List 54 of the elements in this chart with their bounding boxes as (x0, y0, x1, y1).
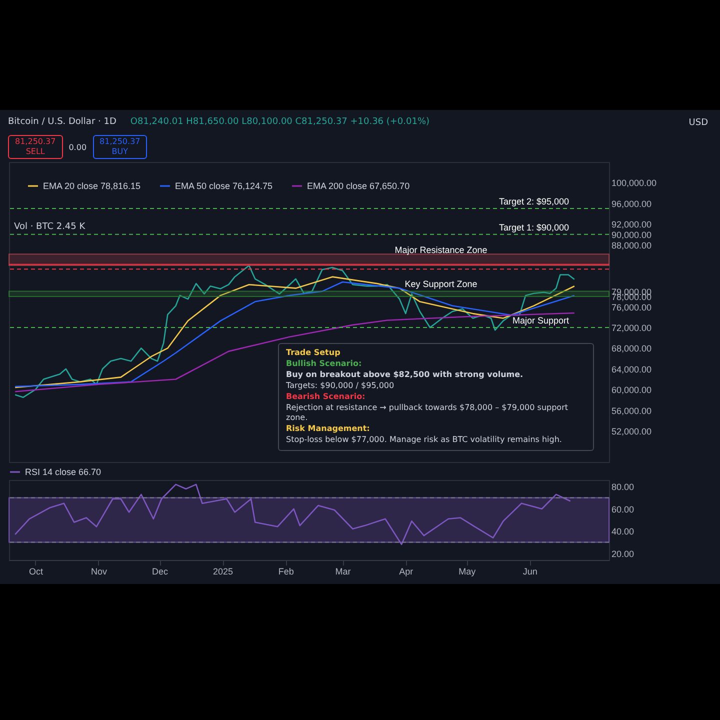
y-tick-label: 68,000.00 (612, 344, 652, 354)
x-tick-label: Nov (90, 566, 108, 576)
x-tick-label: May (458, 566, 476, 576)
y-tick-label: 72,000.00 (612, 323, 652, 334)
y-tick-label: 90,000.00 (612, 230, 652, 240)
y-tick-label: 92,000.00 (612, 220, 652, 230)
line-series (14, 264, 576, 398)
annotation: Vol · BTC 2.45 K (14, 222, 86, 232)
x-tick-label: 2025 (213, 566, 234, 576)
text: USD (688, 118, 708, 128)
text: 0.00 (68, 142, 87, 152)
text: O81,240.01 H81,650.00 L80,100.00 C81,250.37 +10.36 (+0.01%) (130, 117, 430, 127)
text: BUY (110, 147, 129, 157)
legend-label: EMA 20 close 78,816.15 (43, 181, 141, 191)
y-tick-label: 100,000.00 (612, 178, 657, 188)
text: SELL (24, 147, 46, 157)
ref-line-label: Target 2: $95,000 (498, 196, 569, 207)
line-series (14, 312, 576, 392)
y-tick-label: 96,000.00 (612, 198, 652, 209)
y-tick-label: 76,000.00 (612, 302, 652, 312)
y-tick-label: 60,000.00 (612, 385, 652, 396)
annotation: Bearish Scenario: (286, 392, 366, 402)
legend-label: EMA 200 close 67,650.70 (307, 181, 410, 191)
legend-label: EMA 50 close 76,124.75 (175, 181, 273, 191)
line-series (14, 484, 572, 546)
text: 81,250.37 (15, 137, 56, 147)
y-tick-label: 52,000.00 (612, 426, 652, 436)
y-tick-label: 20.00 (612, 548, 634, 559)
annotation: Targets: $90,000 / $95,000 (286, 381, 396, 392)
x-tick-label: Oct (28, 566, 44, 576)
annotation: Risk Management: (286, 424, 371, 434)
legend-label: RSI 14 close 66.70 (25, 467, 102, 477)
x-tick-label: Dec (152, 566, 169, 576)
y-tick-label: 64,000.00 (612, 364, 652, 374)
chart-title: Bitcoin / U.S. Dollar · 1D (8, 117, 116, 127)
y-tick-label: 56,000.00 (612, 406, 652, 416)
band-label: Key Support Zone (404, 278, 478, 289)
ref-line-label: Major Support (512, 316, 570, 326)
annotation: Trade Setup (286, 348, 342, 358)
y-tick-label: 60.00 (612, 504, 634, 514)
x-tick-label: Jun (522, 566, 538, 576)
annotation: Buy on breakout above $82,500 with strong volume. (286, 370, 524, 380)
x-tick-label: Mar (335, 566, 351, 576)
text: 81,250.37 (100, 137, 140, 147)
y-tick-label: 80.00 (612, 482, 634, 492)
y-tick-label: 88,000.00 (612, 240, 652, 250)
x-tick-label: Feb (278, 566, 294, 576)
ref-line-label: Target 1: $90,000 (498, 222, 569, 232)
x-tick-label: Apr (399, 566, 414, 576)
annotation: Rejection at resistance → pullback towards $78,000 – $79,000 support zone. (286, 403, 569, 424)
band-label: Major Resistance Zone (394, 244, 488, 255)
annotation: Stop-loss below $77,000. Manage risk as BTC volatility remains high. (286, 435, 563, 446)
y-tick-label: 40.00 (612, 526, 634, 537)
annotation: Bullish Scenario: (286, 359, 363, 370)
